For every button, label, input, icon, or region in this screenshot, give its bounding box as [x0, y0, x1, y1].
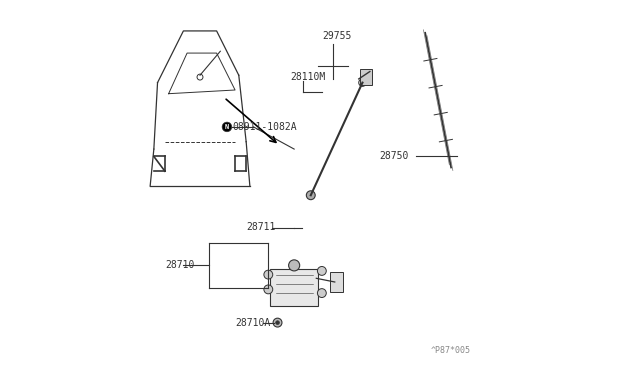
Circle shape	[276, 321, 280, 324]
Text: 08911-1082A: 08911-1082A	[232, 122, 297, 132]
Circle shape	[273, 318, 282, 327]
Circle shape	[359, 79, 366, 86]
Text: 28710: 28710	[165, 260, 195, 270]
Circle shape	[317, 266, 326, 275]
Text: 28110M: 28110M	[291, 72, 326, 82]
Circle shape	[264, 270, 273, 279]
Circle shape	[317, 289, 326, 298]
Circle shape	[264, 285, 273, 294]
Text: N: N	[225, 124, 229, 130]
FancyBboxPatch shape	[270, 269, 318, 306]
FancyBboxPatch shape	[330, 272, 343, 292]
Circle shape	[289, 260, 300, 271]
FancyBboxPatch shape	[360, 69, 372, 85]
Text: ^P87*005: ^P87*005	[431, 346, 471, 355]
Text: 28711: 28711	[246, 222, 276, 232]
Circle shape	[222, 122, 232, 132]
Circle shape	[307, 191, 316, 200]
Text: 29755: 29755	[322, 32, 351, 41]
Text: 28750: 28750	[380, 151, 408, 161]
Text: 28710A: 28710A	[235, 318, 270, 328]
